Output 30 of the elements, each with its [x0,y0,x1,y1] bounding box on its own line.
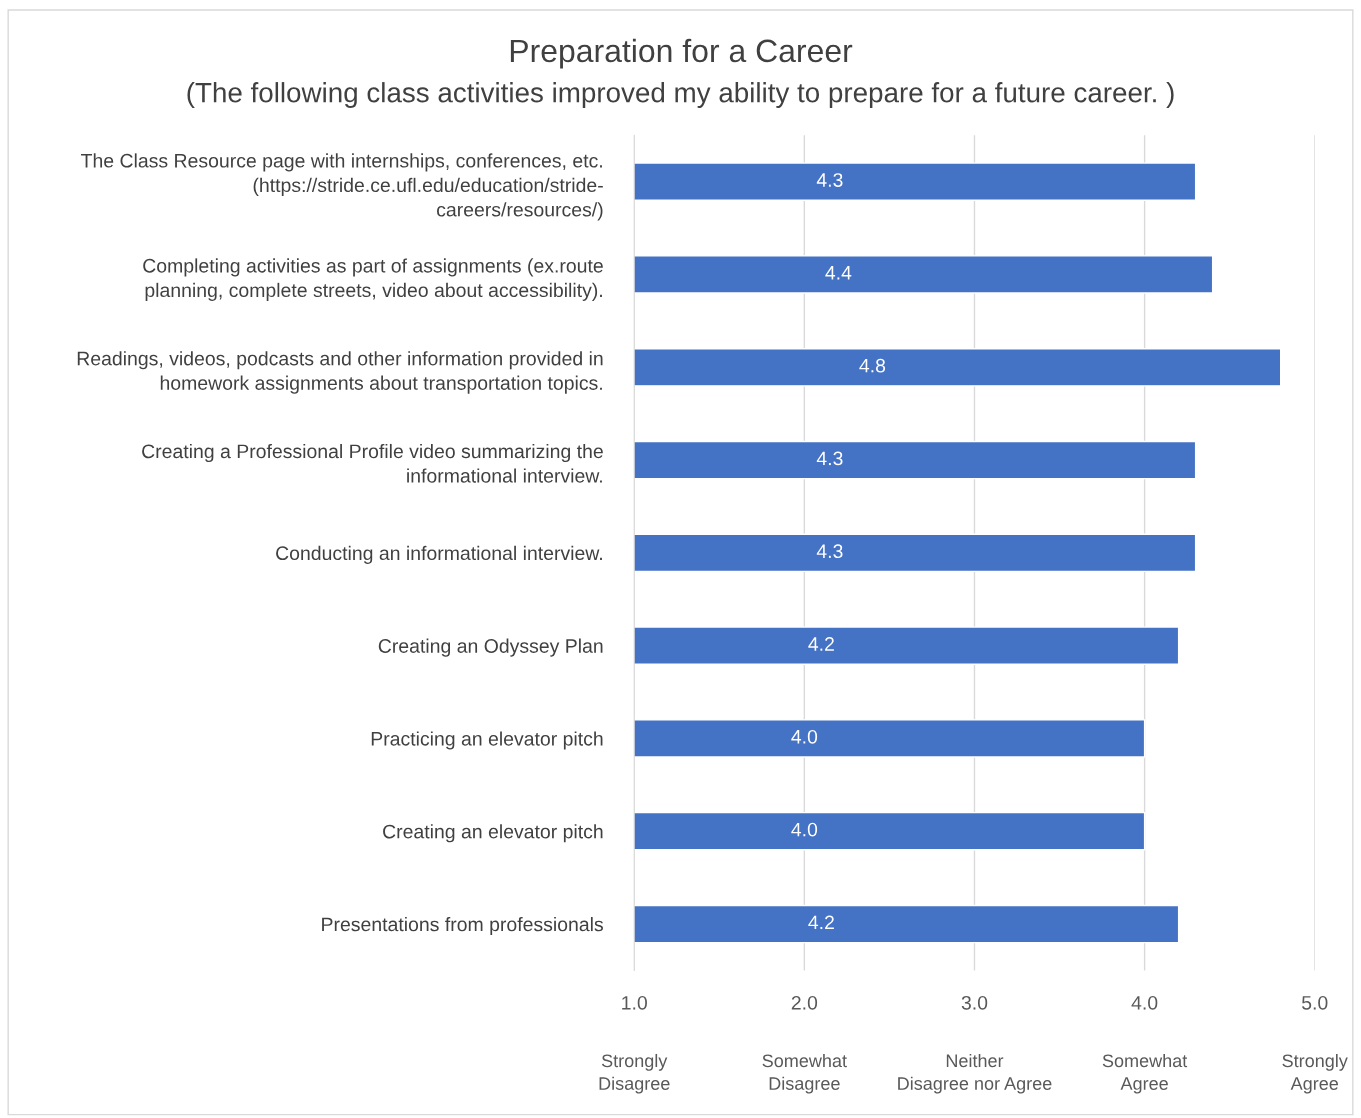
y-tick-label: The Class Resource page with internships, conferences, etc. (https://stride.ce.ufl.edu/education/stride- careers/resources/) [81,153,603,221]
data-label: 4.3 [816,173,843,187]
y-tick-label: Creating an Odyssey Plan [378,638,603,657]
y-tick-label: Practicing an elevator pitch [371,731,603,750]
data-label: 4.0 [791,822,818,837]
x-tick-label: 5.0 [1301,995,1328,1010]
data-label: 4.0 [791,729,818,744]
data-label: 4.3 [816,451,843,466]
x-tick-label: 1.0 [622,995,647,1010]
chart-subtitle: (The following class activities improved my ability to prepare for a future career. ) [187,82,1174,108]
text: Neither Disagree nor Agree [898,1053,1052,1094]
data-label: 4.2 [808,637,834,651]
y-tick-label: Creating an elevator pitch [383,824,603,843]
data-label: 4.2 [808,915,834,930]
text: Somewhat Agree [1102,1053,1188,1094]
text: Somewhat Disagree [762,1053,847,1094]
y-tick-label: Presentations from professionals [322,916,603,936]
y-tick-label: Readings, videos, podcasts and other information provided in homework assignments about transportation topics. [77,351,603,394]
y-tick-label: Conducting an informational interview. [276,545,602,564]
data-label: 4.8 [859,358,886,373]
text: Strongly Disagree [599,1053,670,1094]
data-label: 4.3 [816,544,843,559]
y-tick-label: Completing activities as part of assignments (ex.route planning, complete streets, video about accessibility). [143,258,603,301]
x-tick-label: 4.0 [1131,995,1158,1010]
data-label: 4.4 [825,266,852,280]
y-tick-label: Creating a Professional Profile video summarizing the informational interview. [142,443,603,483]
x-tick-label: 3.0 [961,995,988,1010]
chart-title: Preparation for a Career [510,38,853,69]
x-tick-label: 2.0 [791,995,818,1010]
text: Strongly Agree [1282,1053,1348,1094]
